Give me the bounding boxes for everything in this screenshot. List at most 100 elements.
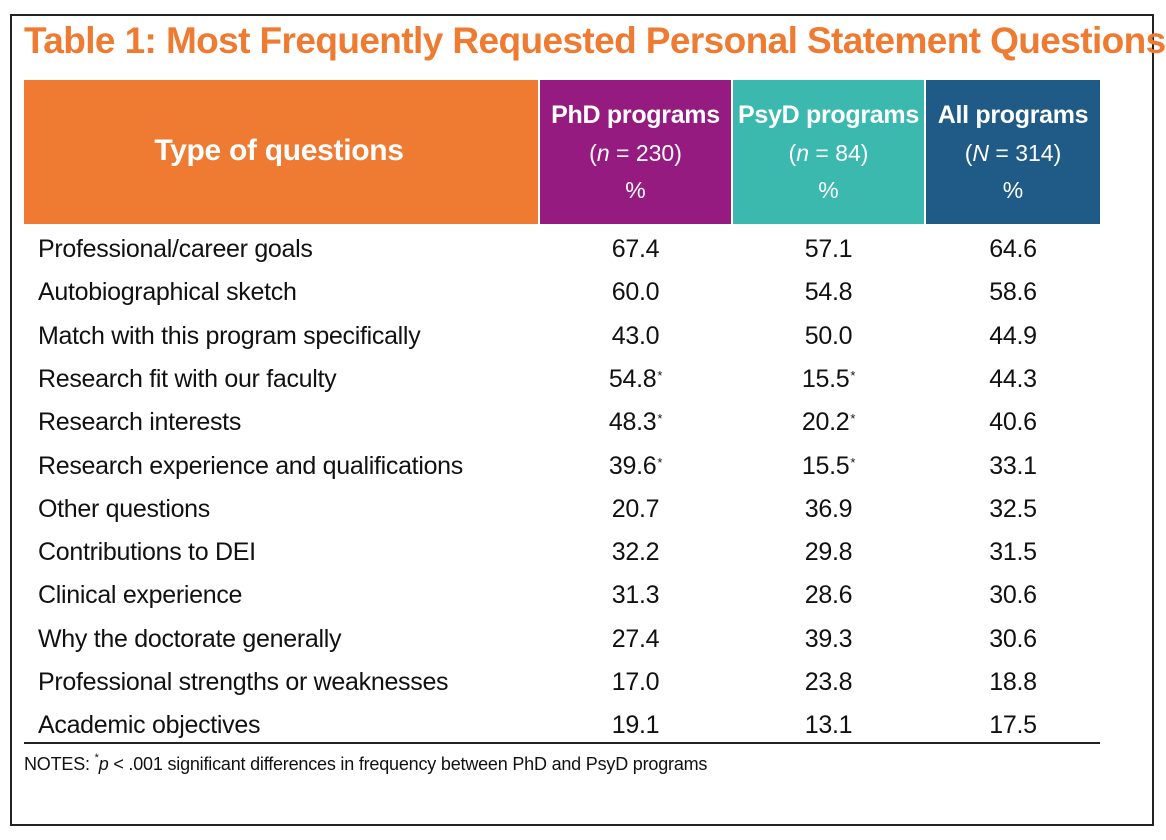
cell-all: 31.5	[926, 531, 1100, 574]
cell-value: 15.5	[801, 451, 850, 480]
cell-value: 18.8	[989, 668, 1037, 696]
row-label: Professional/career goals	[38, 235, 313, 263]
cell-value: 39.6	[608, 451, 657, 480]
cell-value: 43.0	[611, 321, 660, 350]
header-type-label: Type of questions	[154, 134, 404, 167]
row-label: Research interests	[38, 408, 242, 437]
header-all-unit: %	[1002, 177, 1024, 203]
cell-all: 17.5	[926, 704, 1100, 747]
header-psyd-unit: %	[818, 177, 839, 203]
header-type-of-questions: Type of questions	[24, 80, 538, 224]
cell-value: 57.1	[804, 235, 853, 263]
table-row: Research fit with our faculty 54.8* 15.5* 4…	[24, 358, 1100, 401]
cell-value: 27.4	[611, 624, 660, 653]
cell-value: 17.5	[989, 711, 1037, 740]
header-all-n: (N = 314)	[964, 140, 1062, 166]
significance-mark: *	[850, 454, 856, 470]
cell-phd: 43.0	[540, 315, 731, 358]
cell-psyd: 57.1	[733, 228, 924, 271]
cell-all: 44.9	[926, 315, 1100, 358]
cell-value: 36.9	[804, 494, 853, 523]
cell-value: 19.1	[611, 711, 660, 740]
cell-value: 33.1	[989, 451, 1037, 480]
cell-phd: 19.1	[540, 704, 731, 747]
row-label: Other questions	[38, 494, 210, 523]
header-phd-programs: PhD programs (n = 230) %	[540, 80, 731, 224]
cell-phd: 48.3*	[540, 401, 731, 444]
cell-value: 40.6	[989, 408, 1037, 437]
cell-psyd: 39.3	[733, 618, 924, 661]
table-row: Professional strengths or weaknesses 17.0…	[24, 661, 1100, 704]
cell-value: 31.3	[611, 581, 660, 610]
cell-value: 23.8	[804, 668, 853, 696]
cell-value: 31.5	[989, 538, 1037, 567]
table-title: Table 1: Most Frequently Requested Perso…	[24, 20, 1166, 61]
table-row: Other questions 20.7 36.9 32.5	[24, 488, 1100, 531]
cell-psyd: 54.8	[733, 271, 924, 314]
table-row: Academic objectives 19.1 13.1 17.5	[24, 704, 1100, 747]
cell-phd: 31.3	[540, 574, 731, 617]
cell-phd: 54.8*	[540, 358, 731, 401]
row-label: Contributions to DEI	[38, 538, 256, 567]
cell-all: 18.8	[926, 661, 1100, 704]
cell-value: 20.7	[611, 494, 660, 523]
header-psyd-programs: PsyD programs (n = 84) %	[733, 80, 924, 224]
table-row: Why the doctorate generally 27.4 39.3 30.6	[24, 618, 1100, 661]
cell-psyd: 23.8	[733, 661, 924, 704]
cell-psyd: 29.8	[733, 531, 924, 574]
cell-value: 30.6	[989, 624, 1037, 653]
cell-psyd: 36.9	[733, 488, 924, 531]
header-phd-n: (n = 230)	[589, 140, 682, 166]
header-all-programs: All programs (N = 314) %	[926, 80, 1100, 224]
table-row: Contributions to DEI 32.2 29.8 31.5	[24, 531, 1100, 574]
cell-all: 33.1	[926, 445, 1100, 488]
row-label: Match with this program specifically	[38, 321, 421, 350]
header-phd-unit: %	[625, 177, 646, 203]
cell-value: 20.2	[801, 408, 850, 437]
significance-mark: *	[657, 411, 663, 427]
cell-all: 44.3	[926, 358, 1100, 401]
cell-value: 64.6	[989, 235, 1037, 263]
table-row: Clinical experience 31.3 28.6 30.6	[24, 574, 1100, 617]
cell-value: 48.3	[608, 408, 657, 437]
row-label: Research fit with our faculty	[38, 364, 337, 393]
cell-phd: 67.4	[540, 228, 731, 271]
table-notes: NOTES: *p < .001 significant differences…	[24, 752, 708, 774]
table-row: Professional/career goals 67.4 57.1 64.6	[24, 228, 1100, 271]
cell-value: 30.6	[989, 581, 1037, 610]
cell-value: 50.0	[804, 321, 853, 350]
significance-mark: *	[657, 454, 663, 470]
cell-value: 29.8	[804, 538, 853, 567]
cell-psyd: 13.1	[733, 704, 924, 747]
table-row: Research experience and qualifications 39…	[24, 445, 1100, 488]
significance-mark: *	[657, 367, 663, 383]
cell-all: 64.6	[926, 228, 1100, 271]
cell-value: 32.5	[989, 494, 1037, 523]
significance-mark: *	[850, 411, 856, 427]
cell-psyd: 15.5*	[733, 358, 924, 401]
cell-value: 15.5	[801, 364, 850, 393]
header-psyd-n: (n = 84)	[788, 140, 869, 166]
cell-value: 67.4	[611, 235, 660, 263]
cell-value: 54.8	[608, 364, 657, 393]
row-label: Research experience and qualifications	[38, 451, 463, 480]
table-bottom-rule	[24, 742, 1100, 744]
cell-phd: 39.6*	[540, 445, 731, 488]
cell-value: 54.8	[804, 278, 853, 307]
cell-psyd: 15.5*	[733, 445, 924, 488]
cell-phd: 60.0	[540, 271, 731, 314]
cell-all: 30.6	[926, 618, 1100, 661]
cell-value: 39.3	[804, 624, 853, 653]
row-label: Clinical experience	[38, 581, 243, 610]
cell-value: 17.0	[611, 668, 660, 696]
cell-value: 44.9	[989, 321, 1037, 350]
cell-value: 60.0	[611, 278, 660, 307]
header-psyd-title: PsyD programs	[738, 101, 919, 129]
cell-value: 58.6	[989, 278, 1037, 307]
cell-all: 58.6	[926, 271, 1100, 314]
cell-all: 30.6	[926, 574, 1100, 617]
cell-psyd: 20.2*	[733, 401, 924, 444]
cell-phd: 17.0	[540, 661, 731, 704]
cell-phd: 20.7	[540, 488, 731, 531]
table-row: Match with this program specifically 43.0…	[24, 315, 1100, 358]
